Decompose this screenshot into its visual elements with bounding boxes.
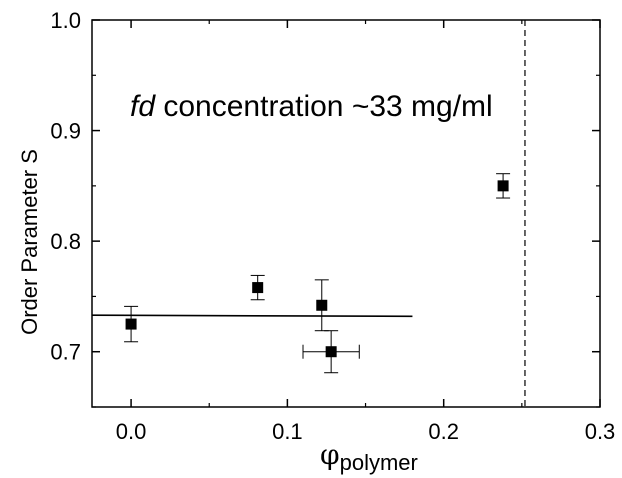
- x-axis-symbol: φ: [320, 438, 340, 471]
- y-tick-label: 0.8: [50, 229, 81, 254]
- data-point: [125, 318, 137, 330]
- chart-marks: [91, 20, 526, 407]
- y-tick-label: 0.9: [50, 119, 81, 144]
- x-tick-label: 0.3: [585, 419, 616, 444]
- data-point: [252, 282, 264, 294]
- plot-frame: [91, 19, 601, 408]
- y-tick-label: 1.0: [50, 8, 81, 33]
- y-tick-label: 0.7: [50, 340, 81, 365]
- data-point: [497, 180, 509, 192]
- annotation-text: fd concentration ~33 mg/ml: [130, 90, 493, 123]
- annotation-italic: fd: [130, 90, 156, 123]
- annotation-rest: concentration ~33 mg/ml: [155, 90, 493, 123]
- x-axis-subscript: polymer: [340, 450, 418, 475]
- y-axis-title: Order Parameter S: [17, 149, 42, 335]
- x-tick-label: 0.1: [272, 419, 303, 444]
- x-tick-label: 0.2: [428, 419, 459, 444]
- axis-ticks: 0.0 0.1 0.2 0.3 0.7 0.8 0.9 1.0: [50, 8, 615, 444]
- data-point: [325, 346, 337, 358]
- data-point: [316, 299, 328, 311]
- x-tick-label: 0.0: [116, 419, 147, 444]
- x-axis-title: φpolymer: [320, 438, 418, 475]
- fit-line: [91, 314, 413, 318]
